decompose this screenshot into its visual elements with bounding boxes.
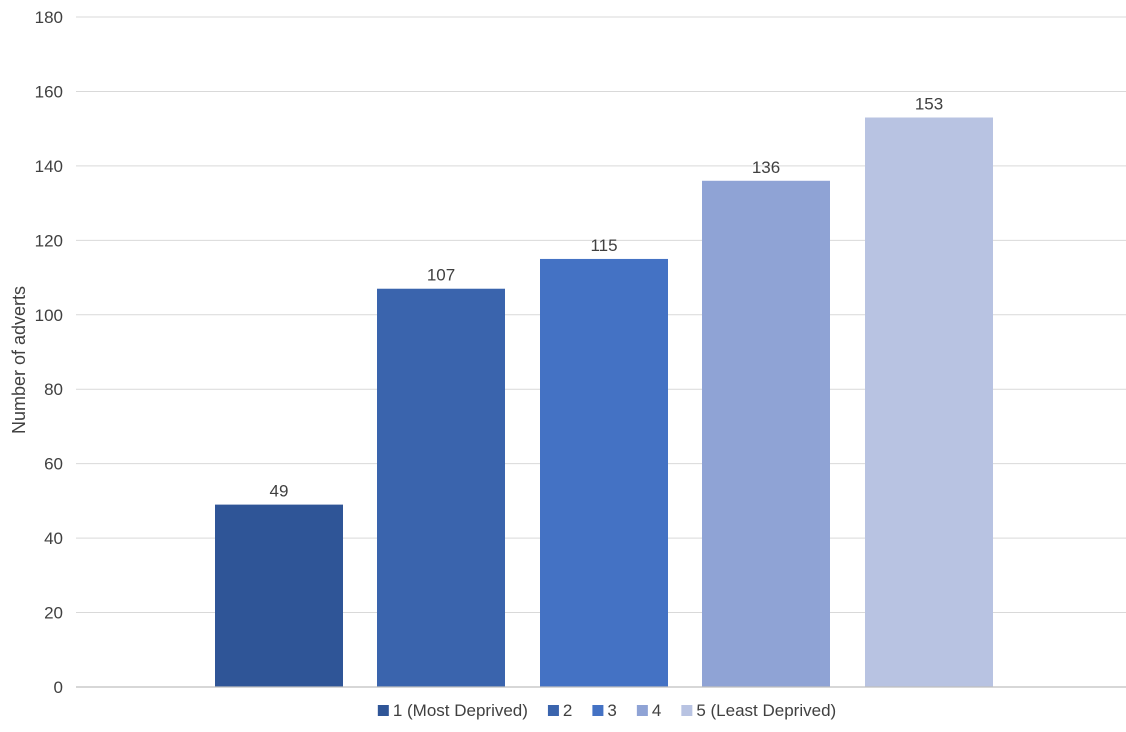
data-label-5: 153 <box>915 95 943 114</box>
bar-2 <box>377 288 505 687</box>
y-tick-label: 100 <box>35 306 63 325</box>
bar-3 <box>540 258 668 687</box>
y-axis-ticks: 0 20 40 60 80 100 120 140 160 180 <box>35 8 63 697</box>
legend-swatch <box>636 705 648 716</box>
legend-item-3: 3 <box>592 701 617 720</box>
legend-label: 5 (Least Deprived) <box>696 701 836 720</box>
bar-1 <box>215 504 343 687</box>
legend-item-4: 4 <box>636 701 661 720</box>
legend-swatch <box>681 705 693 716</box>
data-label-2: 107 <box>427 266 455 285</box>
y-tick-label: 20 <box>44 604 63 623</box>
data-labels: 49 107 115 136 153 <box>270 95 944 501</box>
bar-5 <box>865 117 993 687</box>
legend-label: 1 (Most Deprived) <box>393 701 528 720</box>
y-tick-label: 140 <box>35 157 63 176</box>
legend-item-2: 2 <box>547 701 572 720</box>
y-tick-label: 60 <box>44 455 63 474</box>
y-tick-label: 40 <box>44 529 63 548</box>
bar-4 <box>702 180 830 687</box>
legend-label: 2 <box>563 701 572 720</box>
legend-item-5: 5 (Least Deprived) <box>681 701 836 720</box>
data-label-3: 115 <box>590 236 617 255</box>
y-tick-label: 160 <box>35 82 63 101</box>
legend-label: 3 <box>607 701 616 720</box>
y-tick-label: 80 <box>44 380 63 399</box>
legend-swatch <box>377 705 389 716</box>
y-axis-title: Number of adverts <box>9 286 29 434</box>
legend-item-1: 1 (Most Deprived) <box>377 701 528 720</box>
legend-swatch <box>592 705 604 716</box>
data-label-1: 49 <box>270 482 289 501</box>
data-label-4: 136 <box>752 158 780 177</box>
bars <box>215 117 993 687</box>
legend: 1 (Most Deprived) 2 3 4 5 (Least Deprived) <box>377 701 836 720</box>
y-tick-label: 0 <box>54 678 63 697</box>
legend-label: 4 <box>652 701 661 720</box>
y-tick-label: 180 <box>35 8 63 27</box>
y-tick-label: 120 <box>35 231 63 250</box>
legend-swatch <box>547 705 559 716</box>
